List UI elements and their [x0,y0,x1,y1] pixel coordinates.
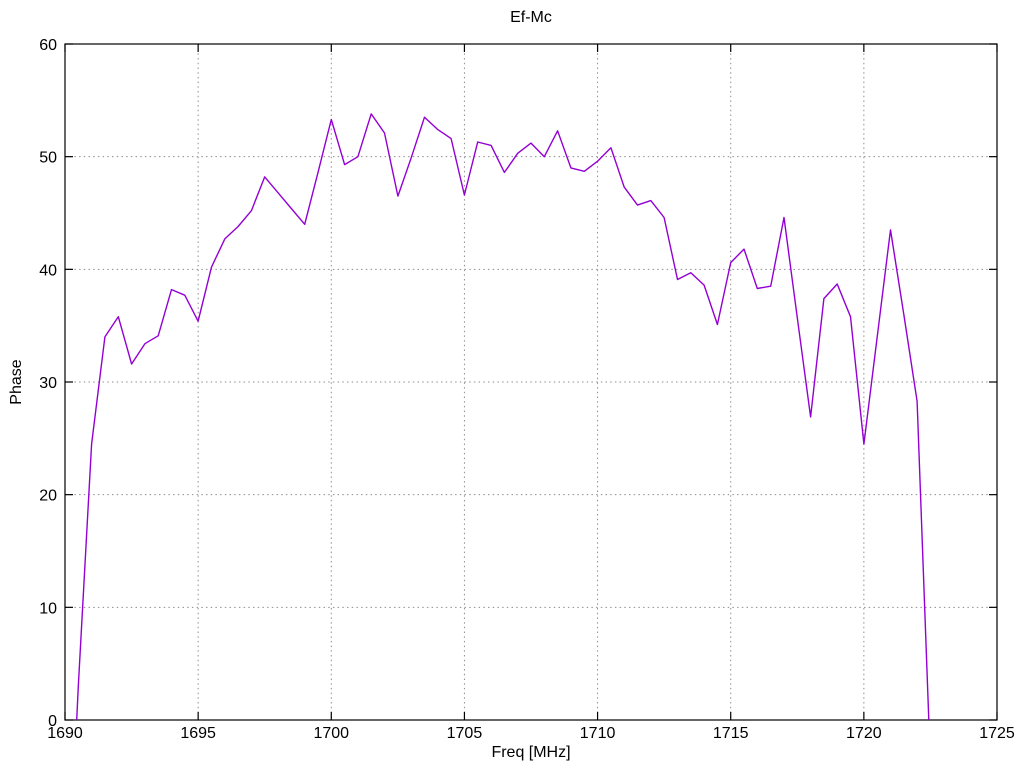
chart-title: Ef-Mc [510,9,552,26]
x-tick-label: 1690 [47,725,83,742]
x-tick-label: 1725 [979,725,1015,742]
y-tick-label: 30 [39,375,57,392]
y-tick-label: 20 [39,488,57,505]
x-tick-label: 1700 [313,725,349,742]
x-tick-label: 1720 [846,725,882,742]
y-tick-label: 40 [39,262,57,279]
x-tick-label: 1705 [447,725,483,742]
series-line [76,113,930,721]
x-axis-label: Freq [MHz] [491,744,571,761]
y-axis-label: Phase [8,359,25,405]
y-tick-label: 50 [39,150,57,167]
y-tick-label: 10 [39,600,57,617]
y-tick-label: 60 [39,37,57,54]
x-tick-label: 1695 [180,725,216,742]
y-tick-label: 0 [48,713,57,730]
x-tick-label: 1710 [580,725,616,742]
x-tick-label: 1715 [713,725,749,742]
